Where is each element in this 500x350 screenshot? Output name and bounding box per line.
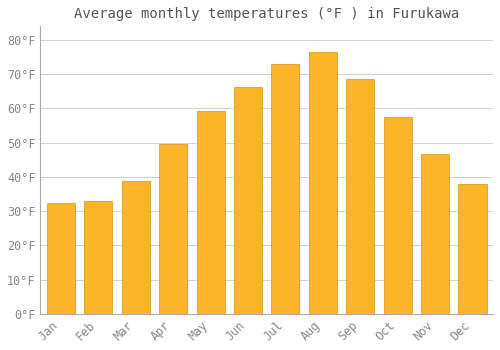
Bar: [272, 64, 299, 314]
Title: Average monthly temperatures (°F ) in Furukawa: Average monthly temperatures (°F ) in Fu…: [74, 7, 460, 21]
Bar: [196, 111, 224, 314]
Bar: [384, 117, 411, 314]
Bar: [47, 203, 75, 314]
Bar: [346, 79, 374, 314]
Bar: [159, 145, 187, 314]
Bar: [421, 154, 449, 314]
Bar: [458, 184, 486, 314]
Bar: [122, 181, 150, 314]
Bar: [309, 52, 337, 314]
Bar: [234, 86, 262, 314]
Bar: [84, 201, 112, 314]
